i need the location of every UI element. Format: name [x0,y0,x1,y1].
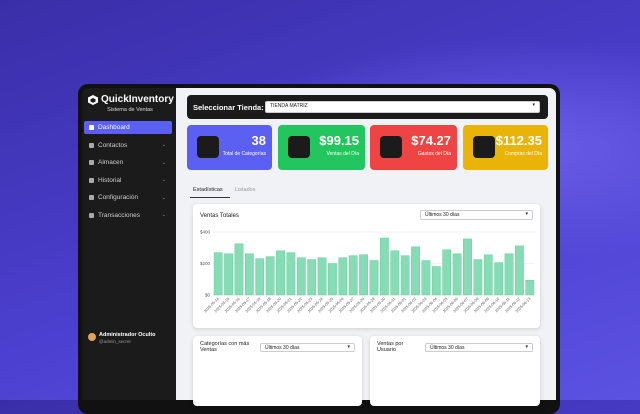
stat-icon [288,136,310,158]
menu-label: Configuración [98,194,139,201]
menu-label: Contactos [98,141,128,149]
bottom-card: Ventas por Usuario Últimos 30 días [370,336,540,406]
chevron: ⌄ [161,142,166,148]
bar [213,252,223,296]
user-name[interactable]: Administrador Oculto [99,332,156,338]
stat-label: Compras del Día [504,151,542,157]
stat-value: 38 [251,133,266,148]
bar [265,256,275,296]
bar [224,253,233,296]
topbar: Seleccionar Tienda: TIENDA MATRIZ [187,95,548,119]
bar [369,260,379,296]
bar [483,254,493,296]
chart-title: Ventas Totales [200,213,239,219]
bar [525,279,535,296]
bar [504,253,514,296]
stat-label: Gastos del Día [417,151,451,157]
menu-item[interactable]: Dashboard [84,121,172,134]
bar [442,249,452,296]
chevron: ⌄ [161,159,166,166]
period-select[interactable]: Últimos 30 días [425,343,533,352]
menu-label: Historial [98,176,122,184]
stat-icon [380,136,402,158]
tab[interactable]: Listados [235,187,256,193]
bar [338,257,348,296]
bar [431,266,441,296]
menu-icon [89,212,94,218]
tab-underline [190,197,230,198]
bar [245,253,254,296]
stat-label: Ventas del Día [326,151,359,157]
y-tick-label: $0 [205,293,211,298]
user-handle: @admin_secret [99,339,131,344]
bar [286,252,296,296]
stat-card: $112.35 Compras del Día [463,125,548,170]
store-label: Seleccionar Tienda: [193,103,264,112]
bar [317,257,327,296]
stat-label: Total de Categorías [222,151,266,157]
bar [390,250,400,296]
bar [452,253,462,296]
bottom-card: Categorías con más Ventas Últimos 30 día… [193,336,362,406]
card-title: Ventas por Usuario [377,341,404,353]
card-title: Categorías con más Ventas [200,341,250,353]
bar [515,245,524,296]
bar [380,237,389,296]
chart: $0$200$4002025-05-142025-05-152025-05-16… [200,230,535,313]
bar [307,259,317,296]
bar [411,246,420,296]
y-tick-label: $200 [200,261,211,266]
bar [296,257,306,296]
period-select[interactable]: Últimos 30 días [260,343,355,352]
bar [400,255,410,296]
stat-value: $74.27 [411,133,451,148]
bar [494,262,504,296]
stat-value: $112.35 [495,133,542,148]
bar [421,260,431,296]
brand: QuickInventory [101,94,174,105]
period-select[interactable]: Últimos 30 días [420,210,533,220]
logo-icon [88,95,98,105]
menu-item[interactable]: Almacen ⌄ [84,156,172,169]
chevron: ⌄ [161,212,166,218]
chart-card: Ventas Totales Últimos 30 días $0 $200 $40… [193,204,540,328]
stat-icon [197,136,219,158]
y-tick-label: $400 [200,230,211,235]
menu-icon [89,125,94,130]
stat-value: $99.15 [319,133,359,148]
bar [473,259,483,296]
main: Seleccionar Tienda: TIENDA MATRIZ 38 Tota… [176,88,556,406]
bar [328,263,337,296]
bar [359,254,368,296]
sidebar: QuickInventory Sistema de Ventas Dashboa… [82,88,178,400]
stat-card: $74.27 Gastos del Día [370,125,457,170]
bar [348,255,358,296]
menu-label: Almacen [98,159,124,166]
menu-label: Transacciones [98,211,141,219]
stat-icon [473,136,495,158]
menu-item[interactable]: Transacciones ⌄ [84,209,172,222]
menu-icon [89,177,94,183]
menu-icon [89,142,94,148]
chevron: ⌄ [161,194,166,201]
bar [463,238,472,296]
store-select[interactable]: TIENDA MATRIZ [265,101,540,113]
menu-item[interactable]: Contactos ⌄ [84,139,172,152]
menu-label: Dashboard [98,124,130,131]
chevron: ⌄ [161,177,166,183]
stat-card: $99.15 Ventas del Día [278,125,365,170]
page: QuickInventory Sistema de Ventas Dashboa… [0,0,640,400]
bar [234,243,244,296]
brand-subtitle: Sistema de Ventas [107,107,153,113]
bar [255,258,265,296]
menu-icon [89,195,94,200]
menu-item[interactable]: Historial ⌄ [84,174,172,187]
tab[interactable]: Estadísticas [193,187,223,193]
stat-card: 38 Total de Categorías [187,125,272,170]
menu-icon [89,160,94,165]
bar [276,250,285,296]
avatar [88,333,96,341]
menu-item[interactable]: Configuración ⌄ [84,191,172,204]
